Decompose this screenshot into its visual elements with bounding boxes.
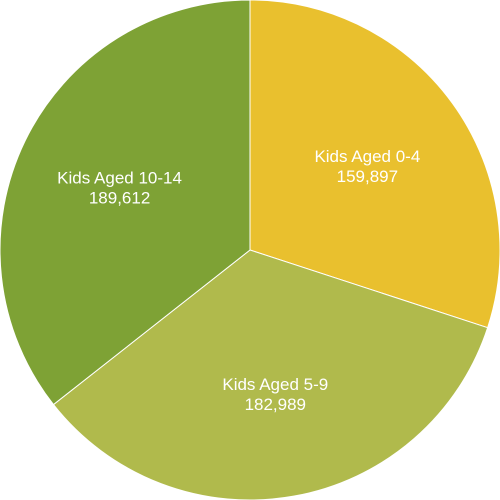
pie-slice-1: [52, 249, 489, 500]
slice-value-0: 159,897: [337, 167, 398, 186]
slice-value-1: 182,989: [245, 395, 306, 414]
pie-slice-0: [249, 0, 500, 329]
slice-label-0: Kids Aged 0-4: [314, 147, 420, 166]
slice-value-2: 189,612: [89, 189, 150, 208]
pie-slice-2: [0, 0, 251, 406]
slice-label-1: Kids Aged 5-9: [222, 375, 328, 394]
slice-label-2: Kids Aged 10-14: [57, 169, 182, 188]
